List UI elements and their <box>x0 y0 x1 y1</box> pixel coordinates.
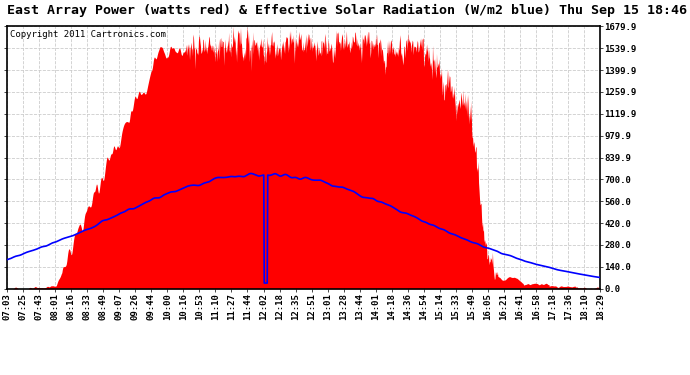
Text: Copyright 2011 Cartronics.com: Copyright 2011 Cartronics.com <box>10 30 166 39</box>
Text: East Array Power (watts red) & Effective Solar Radiation (W/m2 blue) Thu Sep 15 : East Array Power (watts red) & Effective… <box>7 4 687 17</box>
